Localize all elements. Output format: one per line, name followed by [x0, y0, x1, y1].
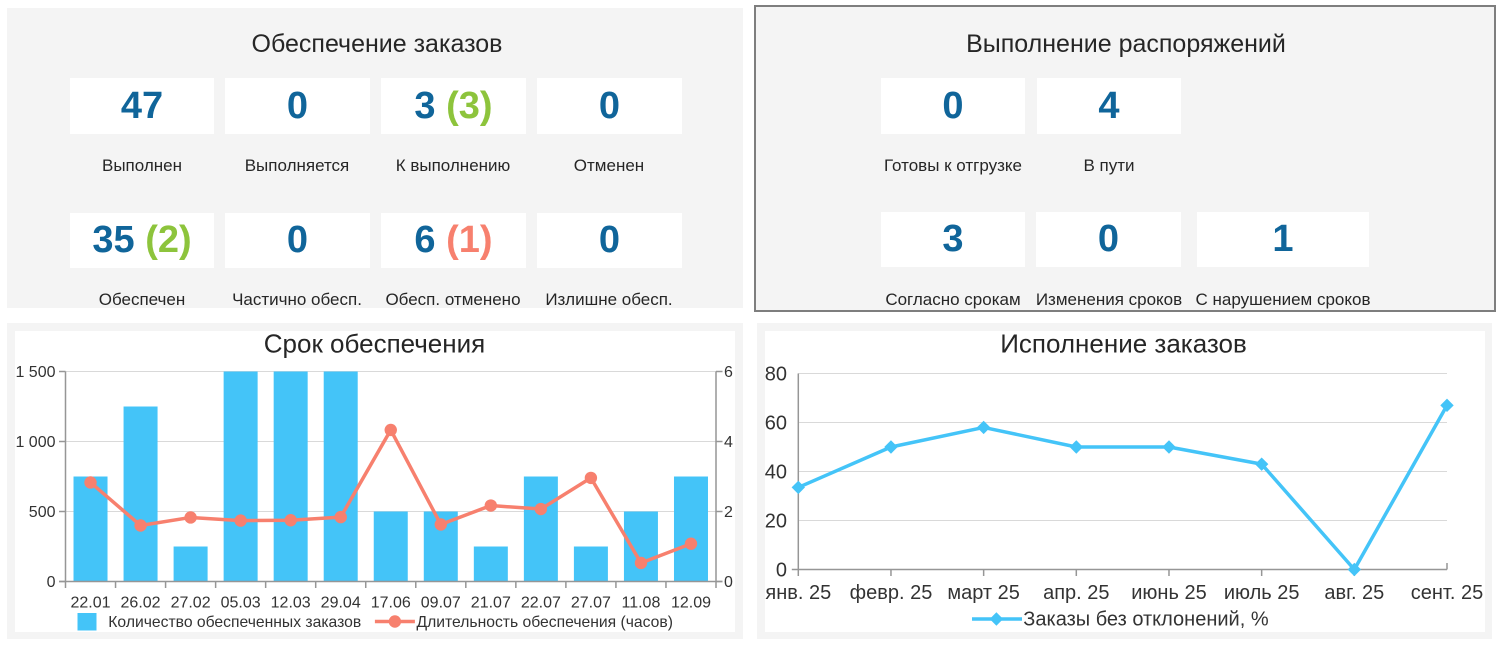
svg-text:1 500: 1 500 [15, 364, 55, 381]
svg-text:6: 6 [724, 364, 733, 381]
svg-text:февр. 25: февр. 25 [850, 582, 933, 604]
svg-text:21.07: 21.07 [471, 595, 511, 612]
svg-text:март 25: март 25 [947, 582, 1020, 604]
svg-text:22.01: 22.01 [70, 595, 110, 612]
svg-text:80: 80 [765, 364, 787, 386]
svg-text:Длительность обеспечения (часо: Длительность обеспечения (часов) [417, 614, 673, 631]
svg-text:июнь 25: июнь 25 [1131, 582, 1206, 604]
svg-text:17.06: 17.06 [371, 595, 411, 612]
svg-text:26.02: 26.02 [121, 595, 161, 612]
svg-text:20: 20 [765, 511, 787, 533]
svg-text:29.04: 29.04 [321, 595, 361, 612]
svg-text:27.07: 27.07 [571, 595, 611, 612]
svg-text:60: 60 [765, 413, 787, 435]
svg-text:27.02: 27.02 [171, 595, 211, 612]
svg-text:апр. 25: апр. 25 [1043, 582, 1109, 604]
svg-text:09.07: 09.07 [421, 595, 461, 612]
svg-text:1 000: 1 000 [15, 434, 55, 451]
svg-text:12.09: 12.09 [671, 595, 711, 612]
svg-text:12.03: 12.03 [271, 595, 311, 612]
svg-text:авг. 25: авг. 25 [1324, 582, 1384, 604]
svg-text:0: 0 [776, 560, 787, 582]
svg-text:Исполнение заказов: Исполнение заказов [1000, 329, 1247, 359]
svg-text:Количество обеспеченных заказо: Количество обеспеченных заказов [108, 614, 361, 631]
svg-text:Срок обеспечения: Срок обеспечения [264, 329, 485, 359]
svg-text:0: 0 [724, 574, 733, 591]
svg-text:40: 40 [765, 462, 787, 484]
svg-text:2: 2 [724, 504, 733, 521]
svg-text:500: 500 [29, 504, 56, 521]
svg-text:янв. 25: янв. 25 [765, 582, 831, 604]
svg-text:22.07: 22.07 [521, 595, 561, 612]
svg-text:июль 25: июль 25 [1224, 582, 1300, 604]
svg-text:4: 4 [724, 434, 733, 451]
svg-text:0: 0 [47, 574, 56, 591]
svg-text:Заказы без отклонений, %: Заказы без отклонений, % [1023, 608, 1269, 630]
svg-text:сент. 25: сент. 25 [1411, 582, 1483, 604]
svg-text:05.03: 05.03 [221, 595, 261, 612]
svg-text:11.08: 11.08 [622, 595, 661, 612]
